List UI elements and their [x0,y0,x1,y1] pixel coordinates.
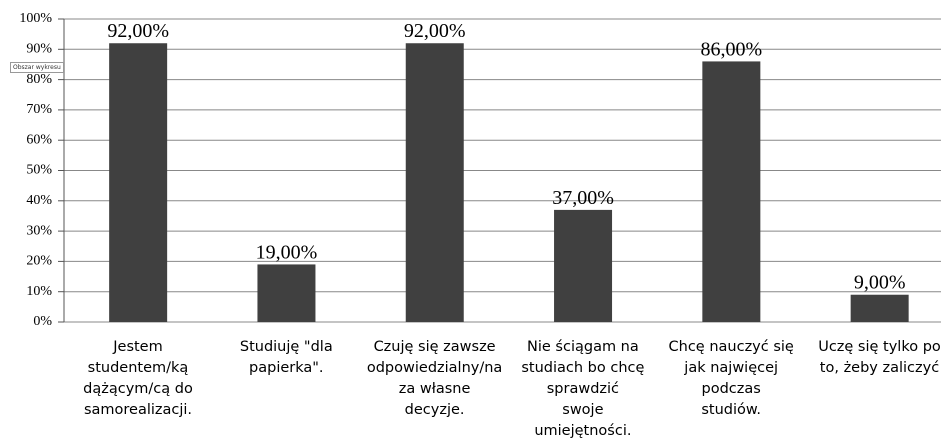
y-tick-label: 90% [26,42,52,57]
value-label: 92,00% [107,20,169,42]
y-tick-label: 40% [26,193,52,208]
y-tick-label: 80% [26,72,52,87]
bar [850,294,909,322]
tooltip: Obszar wykresu [10,62,64,73]
x-tick-label: Uczę się tylko po to, żeby zaliczyć [818,339,941,376]
x-tick-label: Czuję się zawsze odpowiedzialny/na za wł… [366,339,503,418]
value-label: 92,00% [404,20,466,42]
y-tick-label: 0% [33,314,52,329]
bar [257,264,316,322]
y-tick-label: 20% [26,254,52,269]
value-label: 86,00% [701,38,763,60]
x-tick-label: Chcę nauczyć się jak najwięcej podczas s… [668,339,794,418]
value-label: 9,00% [854,272,906,294]
bar [405,43,464,323]
x-tick-label: Nie ściągam na studiach bo chcę sprawdzi… [521,339,645,439]
x-tick-label: Studiuję "dla papierka". [239,339,333,376]
y-tick-label: 10% [26,284,52,299]
bar [554,209,613,322]
bar [702,61,761,323]
y-tick-label: 100% [19,11,52,26]
bar [109,43,168,323]
value-label: 19,00% [256,241,318,263]
y-tick-label: 50% [26,163,52,178]
value-label: 37,00% [552,187,614,209]
y-tick-label: 70% [26,102,52,117]
x-tick-label: Jestem studentem/ką dążącym/cą do samore… [83,339,193,418]
y-tick-label: 30% [26,223,52,238]
y-tick-label: 60% [26,132,52,147]
